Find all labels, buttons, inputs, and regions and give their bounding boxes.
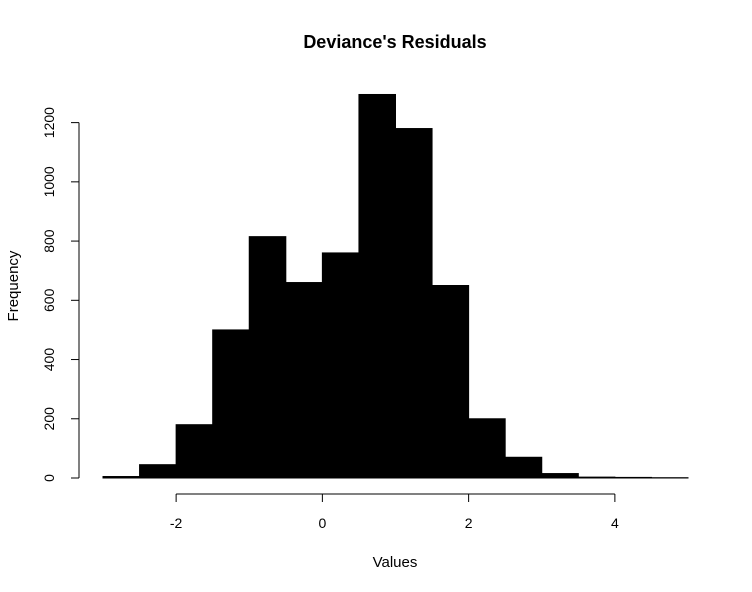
x-tick-label: -2 [170, 515, 183, 531]
y-axis-label: Frequency [5, 250, 22, 321]
chart-title: Deviance's Residuals [303, 32, 486, 52]
y-tick-label: 1000 [41, 166, 57, 197]
x-tick-label: 2 [465, 515, 473, 531]
histogram-bar [504, 456, 543, 479]
histogram-bar [577, 476, 616, 479]
histogram-bar [541, 473, 579, 479]
y-tick-label: 600 [41, 288, 57, 312]
histogram-bar [468, 418, 506, 479]
x-axis: -2 0 2 4 [170, 493, 619, 531]
y-tick-label: 1200 [41, 107, 57, 138]
x-tick-label: 4 [611, 515, 619, 531]
histogram-bar [212, 329, 250, 479]
histogram-bar [321, 252, 360, 479]
histogram-bar [431, 285, 470, 479]
y-tick-label: 800 [41, 229, 57, 253]
x-axis-label: Values [373, 554, 418, 571]
bars-group [102, 93, 689, 479]
y-tick-label: 400 [41, 348, 57, 372]
histogram-bar [614, 476, 652, 479]
histogram-bar [395, 128, 433, 479]
y-tick-label: 0 [41, 474, 57, 482]
histogram-bar [102, 476, 141, 479]
histogram-bar [248, 236, 287, 479]
x-tick-label: 0 [318, 515, 326, 531]
histogram-bar [139, 464, 177, 479]
y-axis: 0 200 400 600 800 1000 1200 [41, 107, 80, 482]
histogram-bar [285, 282, 323, 479]
y-tick-label: 200 [41, 407, 57, 431]
histogram-bar [175, 424, 214, 479]
histogram-bar [358, 93, 396, 479]
